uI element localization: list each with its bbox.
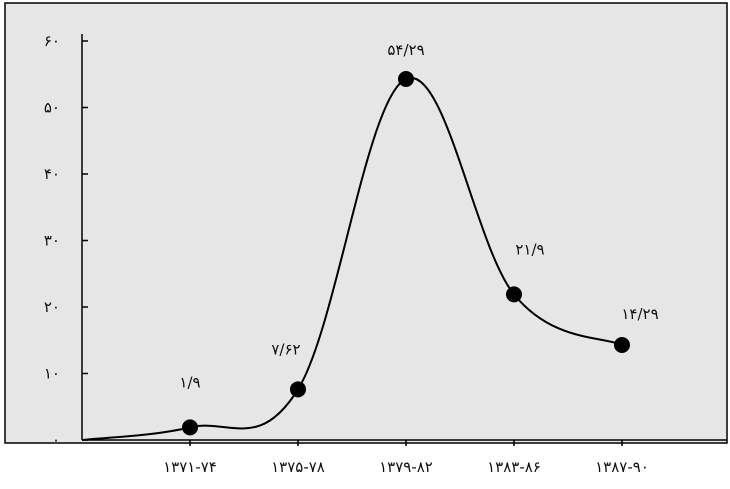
data-label: ۷/۶۲ xyxy=(271,340,300,358)
x-tick-label: ۱۳۸۳-۸۶ xyxy=(487,458,541,476)
x-ticks: ۱۳۷۱-۷۴ ۱۳۷۵-۷۸ ۱۳۷۹-۸۲ ۱۳۸۳-۸۶ ۱۳۸۷-۹۰ xyxy=(163,440,649,476)
y-tick-label: ۵۰ xyxy=(44,99,60,117)
y-ticks: ۰ ۱۰ ۲۰ ۳۰ ۴۰ ۵۰ ۶۰ xyxy=(44,32,88,449)
x-tick-label: ۱۳۸۷-۹۰ xyxy=(595,458,649,476)
data-label: ۲۱/۹ xyxy=(515,240,544,258)
data-labels: ۱/۹ ۷/۶۲ ۵۴/۲۹ ۲۱/۹ ۱۴/۲۹ xyxy=(179,41,658,391)
y-tick-label: ۴۰ xyxy=(44,165,60,183)
data-point xyxy=(182,419,198,436)
y-tick-label: ۰ xyxy=(52,431,60,449)
data-point xyxy=(398,70,414,87)
y-tick-label: ۲۰ xyxy=(44,298,60,316)
data-point xyxy=(290,381,306,398)
y-tick-label: ۳۰ xyxy=(44,232,60,250)
x-tick-label: ۱۳۷۵-۷۸ xyxy=(271,458,325,476)
data-label: ۵۴/۲۹ xyxy=(387,41,424,59)
data-label: ۱/۹ xyxy=(179,373,200,391)
data-points xyxy=(182,70,630,436)
x-tick-label: ۱۳۷۱-۷۴ xyxy=(163,458,217,476)
data-point xyxy=(614,336,630,353)
plot-area xyxy=(4,2,728,444)
data-label: ۱۴/۲۹ xyxy=(621,305,658,323)
x-tick-label: ۱۳۷۹-۸۲ xyxy=(379,458,433,476)
y-tick-label: ۱۰ xyxy=(44,365,60,383)
data-point xyxy=(506,286,522,303)
y-tick-label: ۶۰ xyxy=(44,32,60,50)
